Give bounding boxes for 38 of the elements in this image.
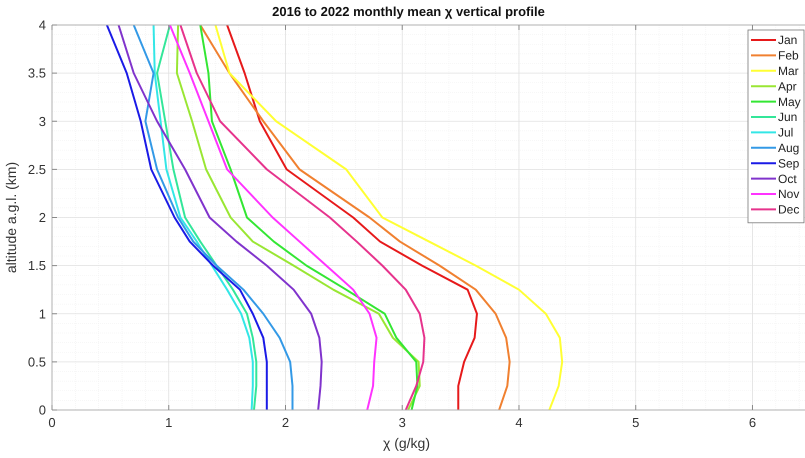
chart-title: 2016 to 2022 monthly mean χ vertical profile: [272, 4, 545, 19]
legend-label: Nov: [778, 187, 800, 202]
legend-label: Sep: [778, 156, 800, 170]
x-tick-label: 2: [282, 415, 290, 430]
legend-label: Jan: [778, 33, 798, 48]
y-tick-label: 1.5: [28, 258, 46, 274]
line-series: [118, 25, 323, 410]
legend-label: Oct: [778, 172, 798, 186]
line-series: [226, 25, 478, 410]
line-series: [168, 25, 378, 410]
legend-label: Apr: [778, 79, 797, 94]
x-tick-label: 1: [165, 415, 172, 430]
y-tick-label: 2.5: [28, 162, 46, 177]
y-tick-label: 3: [38, 114, 46, 129]
x-axis-title: χ (g/kg): [382, 435, 430, 451]
line-series: [132, 25, 294, 410]
y-tick-label: 0.5: [28, 354, 46, 370]
x-tick-label: 6: [748, 415, 756, 430]
legend-label: Mar: [778, 64, 799, 78]
line-series: [214, 25, 564, 410]
y-tick-label: 1: [38, 306, 46, 322]
legend-label: Aug: [778, 141, 800, 155]
legend-label: Feb: [778, 48, 800, 63]
legend-label: Dec: [778, 202, 800, 217]
y-tick-label: 2: [38, 210, 46, 226]
y-tick-label: 3.5: [28, 66, 46, 81]
y-tick-label: 0: [38, 402, 46, 418]
line-series: [199, 25, 511, 410]
legend-label: Jun: [778, 110, 798, 124]
legend-label: May: [778, 94, 801, 109]
x-tick-label: 5: [632, 415, 640, 430]
line-series: [106, 25, 268, 410]
x-tick-label: 4: [515, 415, 523, 430]
x-tick-label: 0: [48, 415, 56, 430]
legend-label: Jul: [778, 126, 794, 140]
x-tick-label: 3: [398, 415, 406, 430]
y-tick-label: 4: [38, 18, 46, 33]
y-axis-title: altitude a.g.l. (km): [3, 162, 19, 274]
